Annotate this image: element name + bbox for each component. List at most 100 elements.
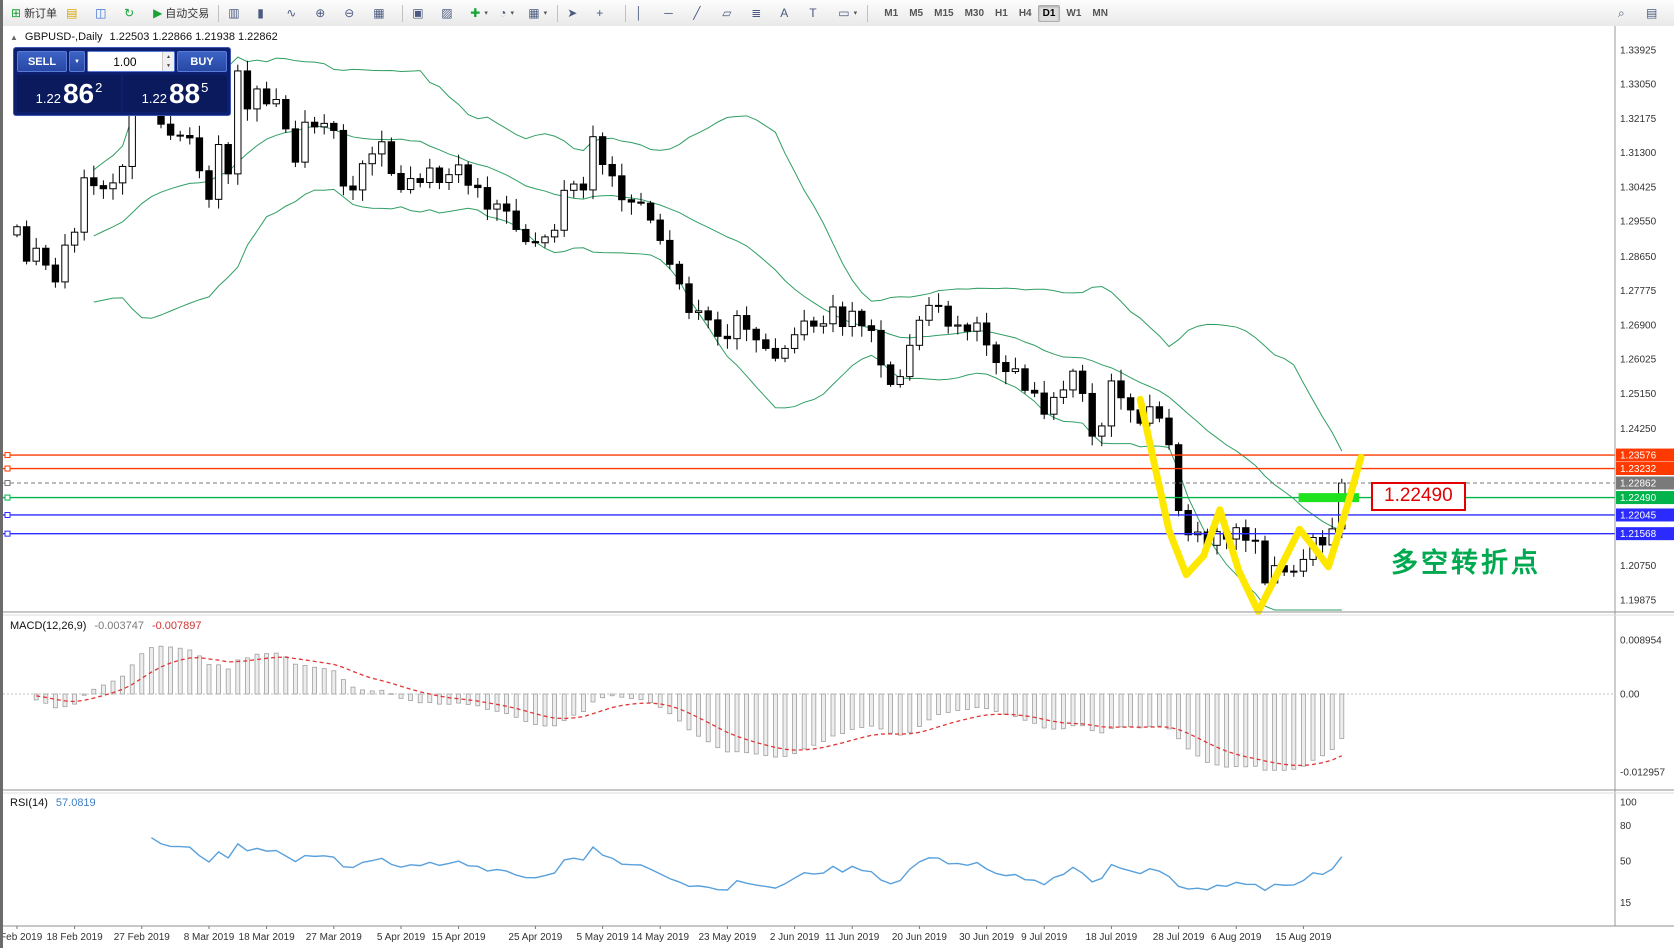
hline-handle[interactable] <box>4 494 11 501</box>
toolbar-separator <box>867 4 869 22</box>
trendline-button[interactable]: ╱ <box>689 2 717 25</box>
grid-icon: ▦ <box>373 6 385 20</box>
auto-trading-icon: ▶ <box>153 6 163 20</box>
periods-button[interactable]: ◔ ▾ <box>495 2 523 25</box>
templates-button[interactable]: ▦ ▾ <box>524 2 552 25</box>
channel-icon: ▱ <box>722 6 732 20</box>
turning-point-annotation[interactable]: 多空转折点 <box>1391 548 1541 578</box>
hline-handle[interactable] <box>4 452 11 459</box>
buy-button[interactable]: BUY <box>177 51 227 72</box>
crosshair-button[interactable]: + <box>592 2 620 25</box>
vertical-line-button[interactable]: │ <box>631 2 659 25</box>
price-axis[interactable]: 1.33925 1.33050 1.32175 1.31300 1.30425 1.295… <box>1614 26 1674 926</box>
timeframe-m30[interactable]: M30 <box>964 7 985 19</box>
volume-down-icon[interactable]: ▼ <box>162 61 174 71</box>
macd-indicator-label: MACD(12,26,9) -0.003747 -0.007897 <box>10 620 202 632</box>
timeframe-m15[interactable]: M15 <box>934 7 954 19</box>
grid-button[interactable]: ▦ <box>369 2 397 25</box>
sell-dropdown-icon[interactable]: ▼ <box>69 51 85 72</box>
window-list-button[interactable]: ▤ <box>1642 2 1670 25</box>
timeframe-mn[interactable]: MN <box>1092 7 1108 19</box>
zoom-out-button[interactable]: ⊖ <box>340 2 368 25</box>
price-flag-1.23232 <box>1616 462 1674 476</box>
macd-scale-tick: 0.00 <box>1620 690 1640 701</box>
hline-handle[interactable] <box>4 530 11 537</box>
date-tick: 18 Mar 2019 <box>239 932 296 943</box>
hline-handle[interactable] <box>4 465 11 472</box>
macd-scale-tick: 0.008954 <box>1620 636 1662 647</box>
buy-price-display[interactable]: 1.22 88 5 <box>123 75 227 112</box>
zoom-out-icon: ⊖ <box>344 6 355 20</box>
auto-trading-button[interactable]: ▶ 自动交易 <box>149 2 213 25</box>
price-flag-text: 1.23232 <box>1620 464 1657 475</box>
price-flag-text: 1.22045 <box>1620 510 1657 521</box>
price-tick: 1.33925 <box>1620 46 1657 57</box>
arrows-button[interactable]: T <box>805 2 833 25</box>
timeframe-m5[interactable]: M5 <box>909 7 924 19</box>
price-tick: 1.20750 <box>1620 561 1657 572</box>
macd-histogram <box>33 645 1345 771</box>
cursor-button[interactable]: ➤ <box>563 2 591 25</box>
indicators-button[interactable]: ✚ ▾ <box>466 2 494 25</box>
price-flag-1.22490 <box>1616 491 1674 505</box>
zoom-in-icon: ⊕ <box>315 6 326 20</box>
refresh-icon: ↻ <box>124 6 135 20</box>
new-order-button[interactable]: ⊞ 新订单 <box>7 2 61 25</box>
bar-chart-icon: ▥ <box>228 6 240 20</box>
auto-arrange-icon: ▨ <box>441 6 453 20</box>
search-button[interactable]: ⌕ <box>1614 2 1642 25</box>
text-label-icon: A <box>780 6 789 20</box>
sell-price-display[interactable]: 1.22 86 2 <box>17 75 121 112</box>
horizontal-line-button[interactable]: ─ <box>660 2 688 25</box>
channel-button[interactable]: ▱ <box>718 2 746 25</box>
bar-chart-button[interactable]: ▥ <box>224 2 252 25</box>
date-tick: 28 Jul 2019 <box>1153 932 1205 943</box>
indicators-icon: ✚ <box>470 6 481 20</box>
shapes-button[interactable]: ▭ ▾ <box>834 2 862 25</box>
price-tick: 1.27775 <box>1620 286 1657 297</box>
fibonacci-button[interactable]: ≣ <box>747 2 775 25</box>
line-chart-icon: ∿ <box>286 6 297 20</box>
price-tick: 1.26025 <box>1620 355 1657 366</box>
date-axis[interactable]: 8 Feb 2019 18 Feb 2019 27 Feb 2019 8 Mar 20… <box>3 926 1332 943</box>
rsi-name: RSI(14) <box>10 797 48 809</box>
tile-windows-button[interactable]: ▣ <box>408 2 436 25</box>
yellow-annotation-line[interactable] <box>1136 395 1365 615</box>
auto-arrange-button[interactable]: ▨ <box>437 2 465 25</box>
toolbar-separator <box>625 4 627 22</box>
date-tick: 30 Jun 2019 <box>959 932 1014 943</box>
price-annotation-box[interactable]: 1.22490 <box>1371 482 1466 511</box>
tile-windows-icon: ▣ <box>412 6 424 20</box>
candlestick-chart-button[interactable]: ▮ <box>253 2 281 25</box>
search-icon: ⌕ <box>1618 6 1625 20</box>
sell-price-pips: 86 <box>62 77 95 109</box>
toolbar-separator <box>218 4 220 22</box>
hline-handle[interactable] <box>4 511 11 518</box>
timeframe-m1[interactable]: M1 <box>884 7 899 19</box>
zoom-in-button[interactable]: ⊕ <box>311 2 339 25</box>
macd-main-value: -0.003747 <box>94 620 144 632</box>
line-chart-button[interactable]: ∿ <box>282 2 310 25</box>
rsi-value: 57.0819 <box>55 797 96 809</box>
market-watch-button[interactable]: ◫ <box>91 2 119 25</box>
price-flag-1.21568 <box>1616 527 1674 541</box>
text-label-button[interactable]: A <box>776 2 804 25</box>
rsi-scale-tick: 80 <box>1620 821 1632 832</box>
toolbar-separator <box>557 4 559 22</box>
refresh-button[interactable]: ↻ <box>120 2 148 25</box>
timeframe-h4[interactable]: H4 <box>1018 7 1032 19</box>
timeframe-h1[interactable]: H1 <box>995 7 1008 19</box>
volume-up-icon[interactable]: ▲ <box>162 52 174 62</box>
rsi-scale-tick: 100 <box>1620 798 1637 809</box>
macd-scale-tick: -0.012957 <box>1620 768 1665 779</box>
chart-collapse-icon[interactable]: ▲ <box>10 32 18 42</box>
price-flag-text: 1.23576 <box>1620 451 1657 462</box>
buy-price-base: 1.22 <box>141 91 167 106</box>
timeframe-w1[interactable]: W1 <box>1066 7 1082 19</box>
hline-handle[interactable] <box>4 480 11 487</box>
sell-button[interactable]: SELL <box>17 51 67 72</box>
timeframe-d1[interactable]: D1 <box>1037 4 1061 22</box>
volume-input[interactable] <box>88 52 162 71</box>
charts-button[interactable]: ▤ <box>62 2 90 25</box>
